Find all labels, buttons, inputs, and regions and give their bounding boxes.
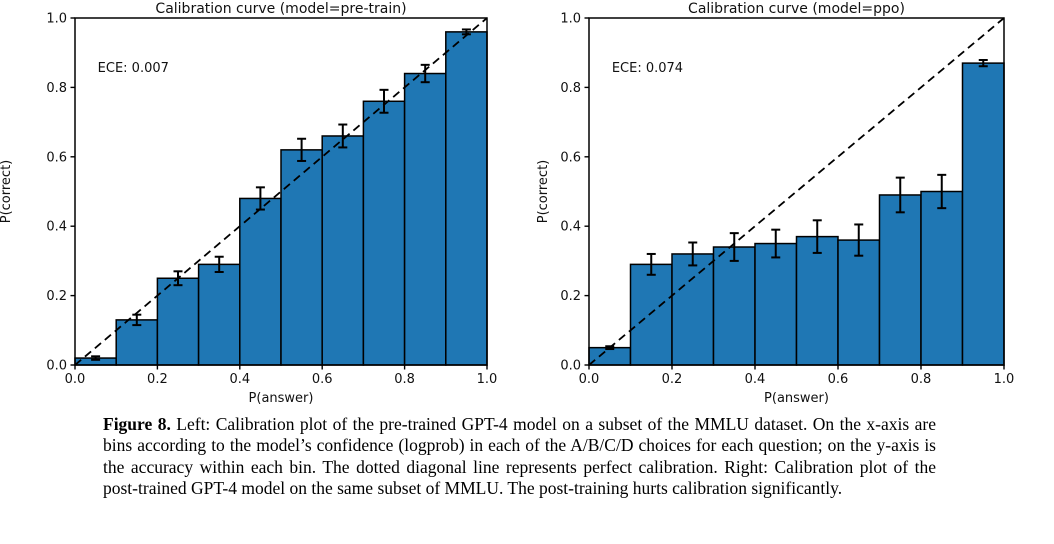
y-tick-label: 1.0 [46, 12, 67, 27]
error-bar [937, 173, 947, 210]
caption-text: Left: Calibration plot of the pre-traine… [103, 414, 936, 499]
y-tick-label: 0.8 [560, 81, 581, 96]
error-bar [854, 223, 864, 257]
x-tick-label: 0.2 [147, 372, 168, 387]
error-bar [461, 28, 471, 36]
error-bar [338, 123, 348, 149]
calibration-bar [795, 235, 839, 366]
calibration-bar [156, 277, 200, 366]
error-bar [688, 241, 698, 267]
x-tick-label: 1.0 [994, 372, 1015, 387]
error-bar [379, 88, 389, 114]
perfect-calibration-line [74, 17, 488, 366]
error-bar [895, 176, 905, 214]
axes-spines [588, 17, 1005, 366]
error-bar [91, 355, 101, 361]
calibration-bar [754, 242, 798, 366]
calibration-bar [280, 149, 323, 366]
chart-title: Calibration curve (model=ppo) [688, 1, 905, 17]
x-tick-label: 0.6 [312, 372, 333, 387]
calibration-bar [321, 135, 365, 366]
y-tick-label: 0.2 [560, 289, 581, 304]
error-bar [173, 270, 183, 287]
calibration-bar [588, 346, 632, 366]
x-axis-label: P(answer) [764, 391, 829, 406]
calibration-bar [878, 194, 922, 366]
charts-row: 0.0 0.2 0.4 0.6 0.8 1.0 0.0 0.2 0.4 0.6 0.8 1.0 Cali… [0, 0, 1054, 412]
ece-annotation: ECE: 0.074 [612, 61, 683, 76]
calibration-bar [362, 100, 406, 366]
x-tick-label: 0.0 [579, 372, 600, 387]
x-tick-label: 0.4 [229, 372, 250, 387]
error-bar [605, 345, 615, 351]
calibration-bar [445, 31, 488, 366]
chart-title: Calibration curve (model=pre-train) [155, 1, 406, 17]
x-tick-label: 0.4 [745, 372, 766, 387]
calibration-bar [920, 190, 964, 366]
x-tick-label: 1.0 [477, 372, 498, 387]
x-axis-label: P(answer) [249, 391, 314, 406]
calibration-bar [837, 239, 881, 366]
y-axis-label: P(correct) [536, 160, 551, 224]
calibration-bar [403, 72, 447, 366]
y-tick-label: 0.6 [560, 150, 581, 165]
error-bar [420, 63, 430, 84]
figure-caption: Figure 8. Left: Calibration plot of the … [103, 414, 936, 500]
calibration-bar [197, 263, 241, 366]
y-tick-label: 0.8 [46, 81, 67, 96]
y-tick-label: 0.0 [560, 359, 581, 374]
x-tick-label: 0.2 [662, 372, 683, 387]
y-tick-label: 0.2 [46, 289, 67, 304]
y-tick-label: 1.0 [560, 12, 581, 27]
chart-slot-ppo: 0.0 0.2 0.4 0.6 0.8 1.0 0.0 0.2 0.4 0.6 0.8 1.0 Cali… [527, 0, 1054, 412]
calibration-bar [629, 263, 673, 366]
error-bar [297, 137, 307, 162]
error-bar [729, 232, 739, 262]
y-tick-label: 0.6 [46, 150, 67, 165]
error-bar [812, 219, 822, 254]
x-tick-label: 0.6 [828, 372, 849, 387]
calibration-chart-pretrain: 0.0 0.2 0.4 0.6 0.8 1.0 0.0 0.2 0.4 0.6 0.8 1.0 Cali… [0, 1, 498, 406]
caption-label: Figure 8. [103, 414, 171, 434]
chart-slot-pretrain: 0.0 0.2 0.4 0.6 0.8 1.0 0.0 0.2 0.4 0.6 0.8 1.0 Cali… [0, 0, 527, 412]
y-tick-label: 0.4 [46, 220, 67, 235]
error-bar [771, 228, 781, 259]
calibration-bar [712, 246, 756, 366]
calibration-bar [961, 62, 1005, 366]
y-tick-label: 0.0 [46, 359, 67, 374]
axes-spines [74, 17, 488, 366]
error-bar [214, 255, 224, 274]
ece-annotation: ECE: 0.007 [98, 61, 169, 76]
calibration-bar [671, 253, 715, 366]
calibration-bar [115, 319, 159, 366]
x-tick-label: 0.8 [394, 372, 415, 387]
y-axis-label: P(correct) [0, 160, 14, 224]
calibration-chart-ppo: 0.0 0.2 0.4 0.6 0.8 1.0 0.0 0.2 0.4 0.6 0.8 1.0 Cali… [536, 1, 1015, 406]
x-tick-label: 0.8 [911, 372, 932, 387]
error-bar [132, 313, 142, 327]
error-bar [255, 186, 265, 211]
error-bar [978, 58, 988, 68]
x-tick-label: 0.0 [65, 372, 86, 387]
error-bar [646, 252, 656, 276]
y-tick-label: 0.4 [560, 220, 581, 235]
calibration-bar [239, 197, 282, 366]
